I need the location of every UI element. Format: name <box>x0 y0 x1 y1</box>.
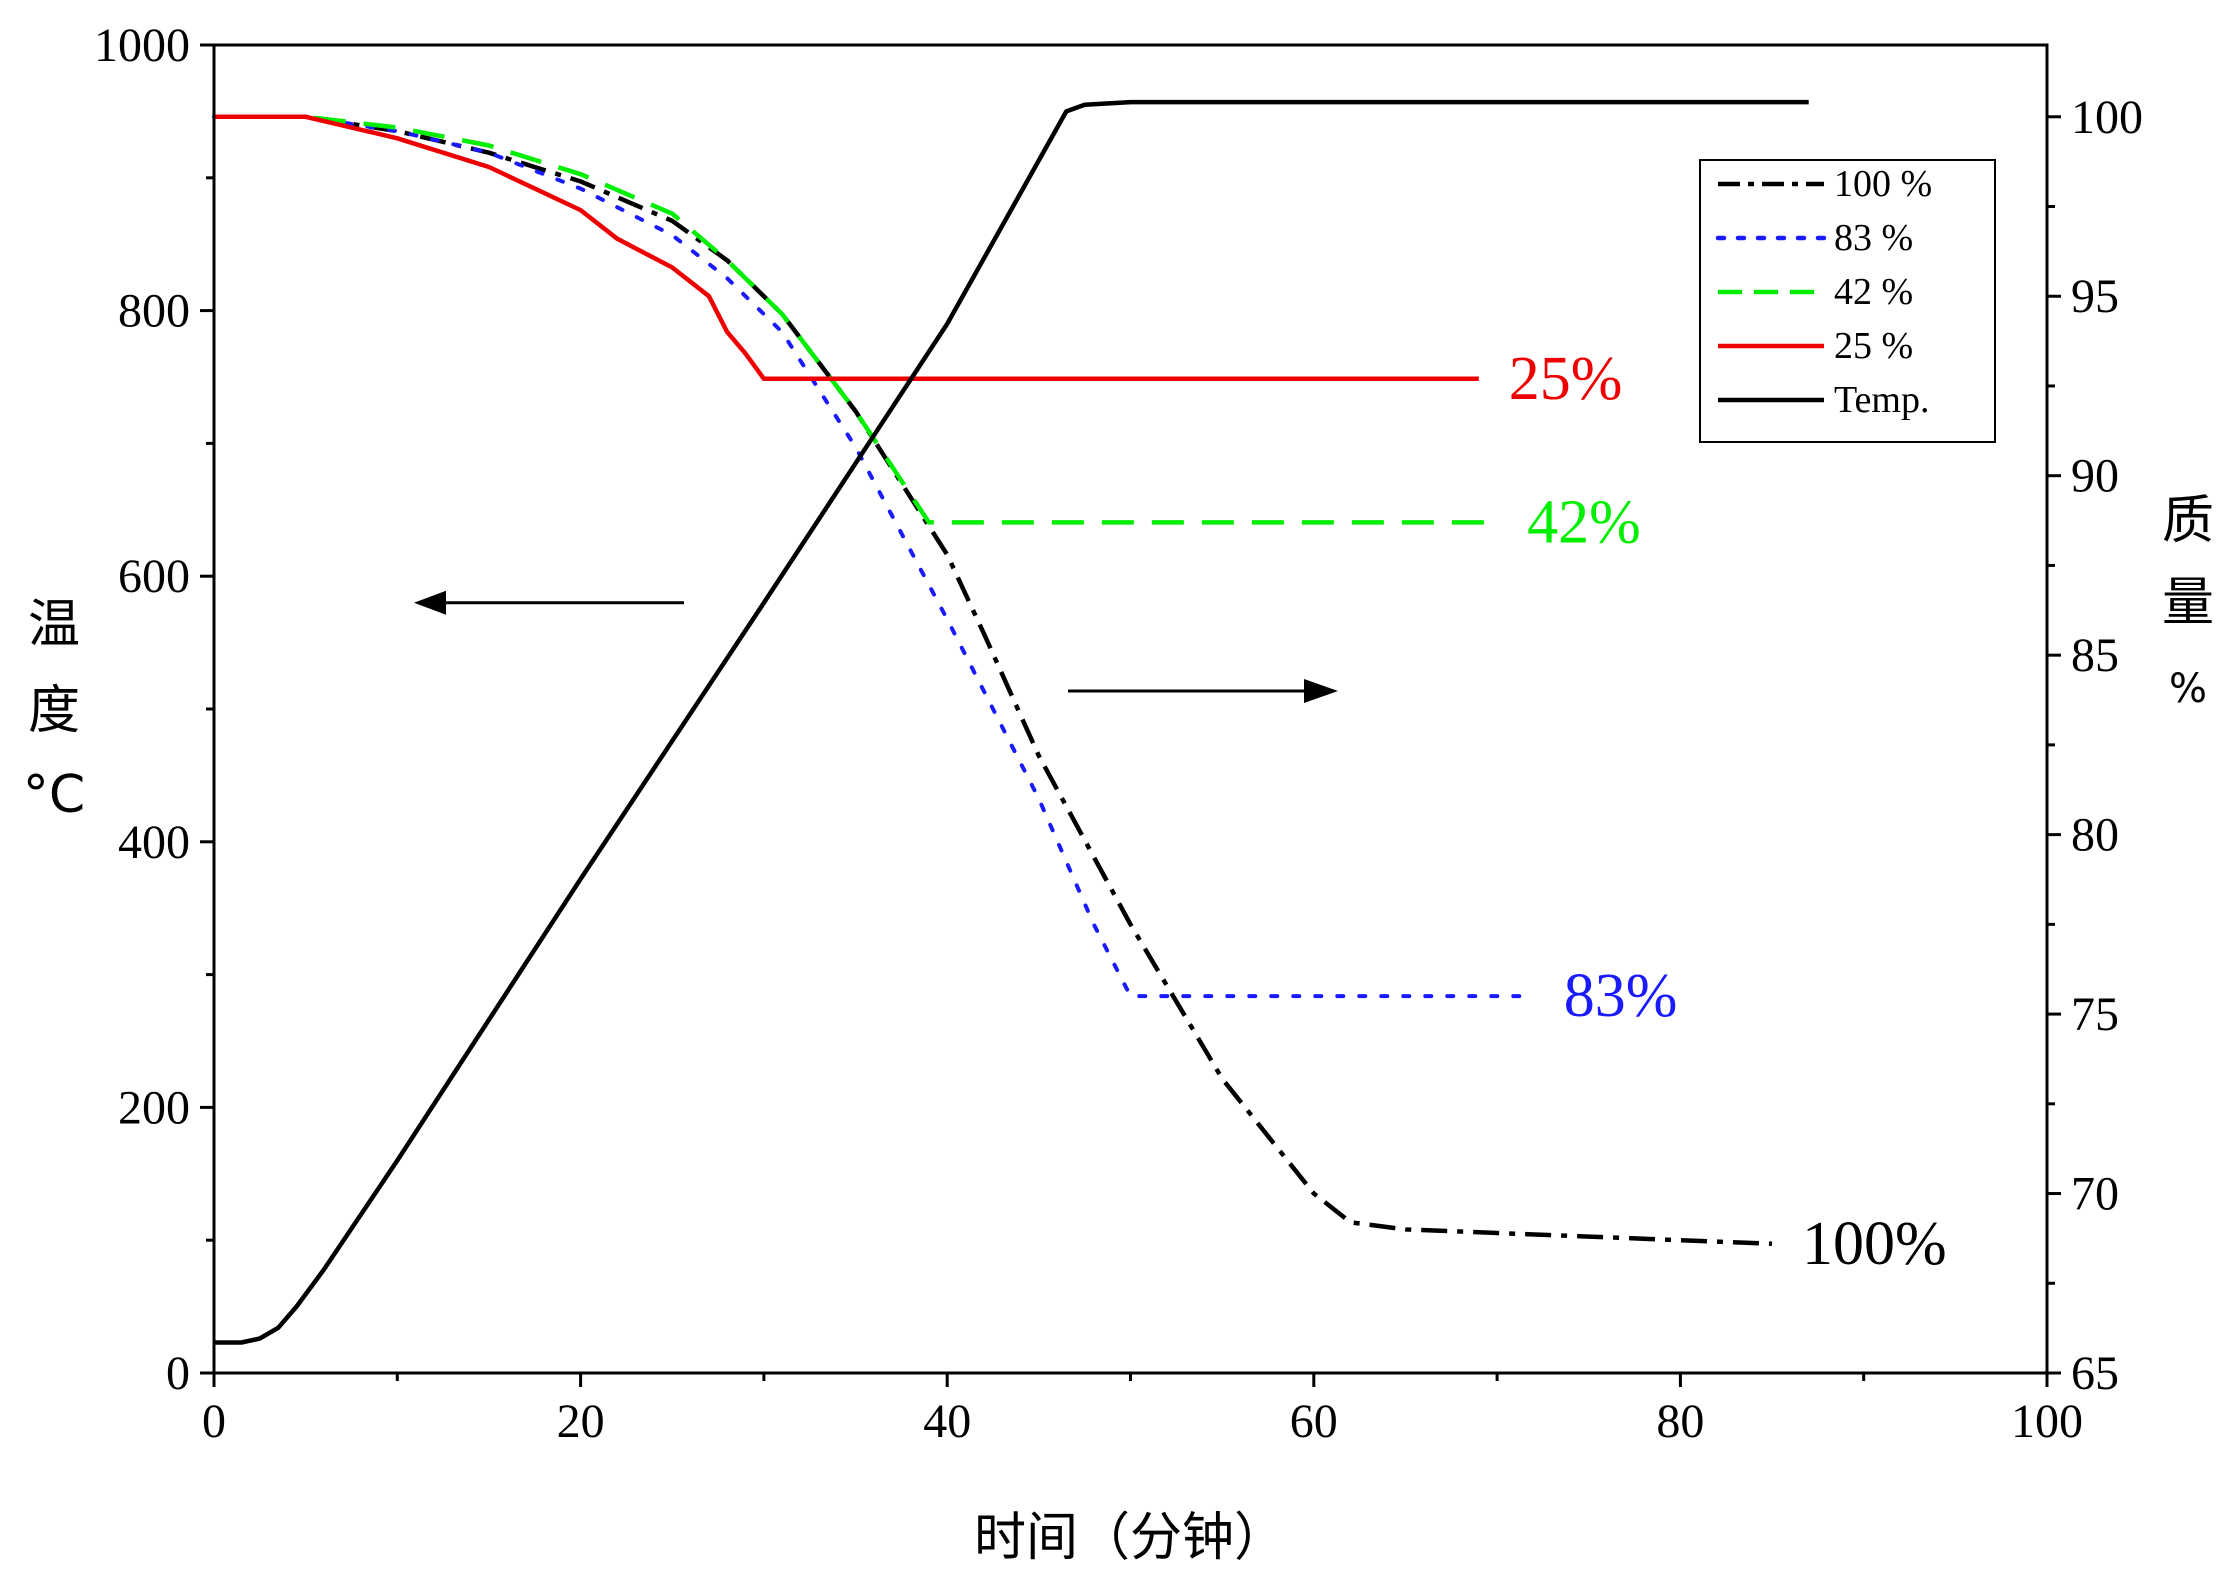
legend-box <box>1699 159 1996 443</box>
legend: 100 % 83 % 42 % 25 % Temp. <box>1699 159 1996 443</box>
y-right-axis-title-char-1: 质 <box>2162 491 2214 551</box>
x-tick-label: 60 <box>1290 1395 1338 1448</box>
legend-label: Temp. <box>1834 379 1929 421</box>
x-tick-label: 40 <box>923 1395 971 1448</box>
y-right-tick-label: 90 <box>2071 450 2119 503</box>
y-right-tick-label: 95 <box>2071 270 2119 323</box>
series-line-25 <box>214 114 1479 382</box>
plot-lines <box>212 99 1809 1345</box>
arrow-right-head <box>1304 679 1338 704</box>
y-left-tick-label: 800 <box>118 285 190 338</box>
y-right-tick-label: 75 <box>2071 988 2119 1041</box>
series-line-83 <box>212 114 1536 999</box>
y-left-axis-title-char-1: 温 <box>28 595 80 655</box>
y-left-tick-label: 200 <box>118 1081 190 1134</box>
end-label-100: 100% <box>1802 1210 1947 1278</box>
y-right-tick-label: 85 <box>2071 629 2119 682</box>
end-label-42: 42% <box>1527 488 1641 556</box>
legend-label: 25 % <box>1834 325 1913 367</box>
y-left-tick-label: 400 <box>118 816 190 869</box>
arrow-left-head <box>414 590 446 615</box>
y-right-axis-title-char-2: 量 <box>2162 573 2214 633</box>
y-right-tick-label: 100 <box>2071 91 2143 144</box>
y-right-tick-label: 65 <box>2071 1347 2119 1400</box>
direction-arrows <box>414 590 1338 704</box>
end-label-83: 83% <box>1564 962 1678 1030</box>
y-left-axis-title-char-2: 度 <box>28 681 80 741</box>
y-left-tick-label: 600 <box>118 550 190 603</box>
legend-label: 100 % <box>1834 163 1932 205</box>
series-line-100 <box>214 114 1773 1247</box>
series-line-temp <box>214 99 1809 1345</box>
end-label-25: 25% <box>1509 345 1623 413</box>
legend-label: 83 % <box>1834 217 1913 259</box>
y-left-tick-label: 1000 <box>94 19 190 72</box>
y-left-axis-title-char-3: °C <box>23 765 85 825</box>
y-right-axis-title-char-3: % <box>2169 666 2207 712</box>
x-tick-label: 0 <box>202 1395 226 1448</box>
y-right-tick-label: 70 <box>2071 1168 2119 1221</box>
x-tick-label: 80 <box>1656 1395 1704 1448</box>
x-axis-title: 时间（分钟） <box>974 1508 1286 1568</box>
series-end-labels: 100% 83% 42% 25% <box>1509 345 1947 1278</box>
legend-label: 42 % <box>1834 271 1913 313</box>
x-tick-label: 20 <box>557 1395 605 1448</box>
x-tick-label: 100 <box>2011 1395 2083 1448</box>
y-right-tick-label: 80 <box>2071 809 2119 862</box>
y-left-tick-label: 0 <box>166 1347 190 1400</box>
axes: 0 20 40 60 80 1000200400600800100065707580859… <box>94 19 2143 1448</box>
